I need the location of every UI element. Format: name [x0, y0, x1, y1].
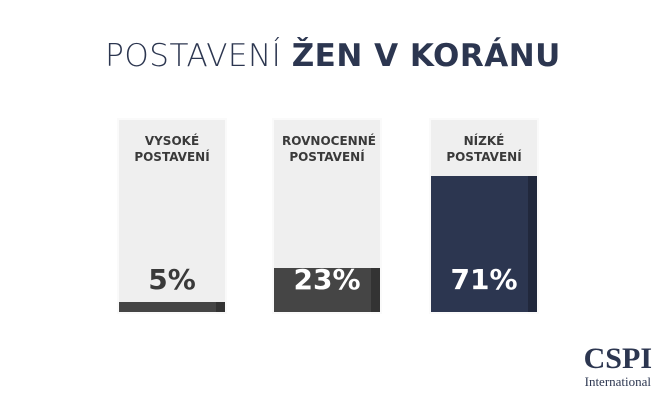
- title-bold: ŽEN V KORÁNU: [291, 38, 561, 74]
- logo-subtitle: International: [584, 374, 652, 389]
- value-label: 23%: [293, 263, 361, 296]
- bar: [274, 267, 380, 312]
- value-label: 5%: [148, 263, 196, 296]
- category-label: VYSOKÉ POSTAVENÍ: [134, 134, 210, 164]
- chart-title: POSTAVENÍ ŽEN V KORÁNU: [0, 38, 666, 74]
- logo: CSPI International: [584, 344, 652, 390]
- bar: [119, 302, 225, 312]
- logo-name: CSPI: [583, 342, 652, 375]
- column-background: [119, 120, 225, 312]
- value-label: 71%: [450, 263, 518, 296]
- category-label: ROVNOCENNÉ POSTAVENÍ: [282, 134, 376, 164]
- bar: [431, 175, 537, 312]
- category-label: NÍZKÉ POSTAVENÍ: [446, 134, 522, 164]
- title-light: POSTAVENÍ: [105, 38, 282, 74]
